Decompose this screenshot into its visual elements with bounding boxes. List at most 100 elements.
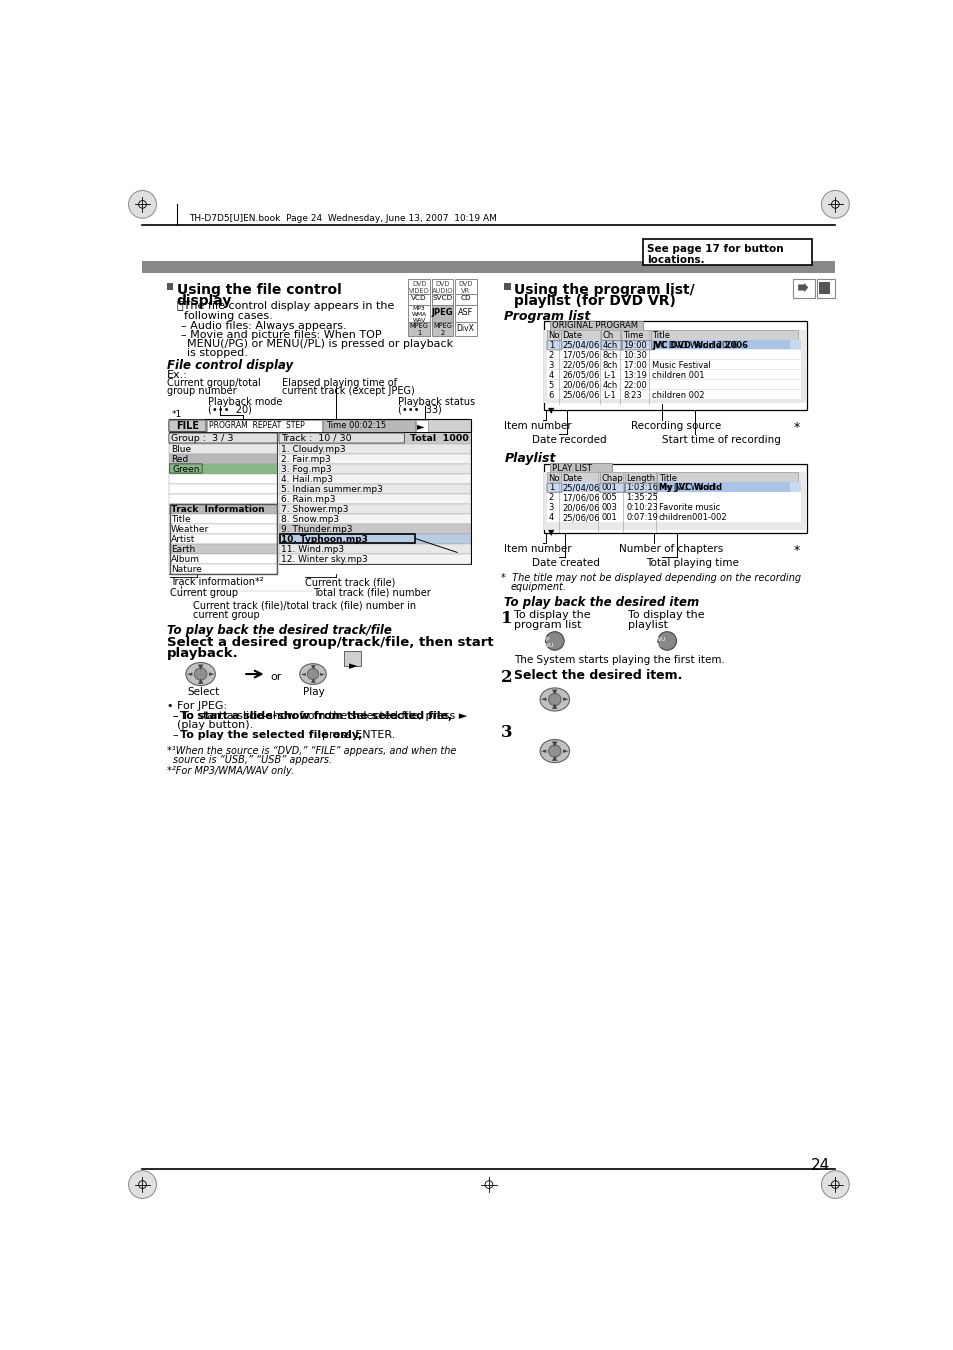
Text: children001-002: children001-002	[658, 513, 726, 522]
Text: *1: *1	[172, 410, 182, 418]
Text: Total track (file) number: Total track (file) number	[313, 587, 431, 598]
Bar	[279, 533, 415, 543]
Text: *²For MP3/WMA/WAV only.: *²For MP3/WMA/WAV only.	[167, 767, 294, 776]
Text: To display the: To display the	[628, 610, 704, 620]
Text: 1: 1	[500, 610, 512, 628]
Text: Title: Title	[652, 331, 670, 340]
Text: To start a slide-show from the selected file,: To start a slide-show from the selected …	[179, 711, 452, 721]
Text: Green: Green	[171, 466, 198, 474]
Bar	[169, 504, 277, 514]
Text: 24: 24	[810, 1158, 829, 1173]
Circle shape	[129, 190, 156, 219]
Bar	[169, 454, 277, 464]
Text: ▼: ▼	[197, 664, 203, 670]
Circle shape	[548, 745, 560, 757]
Text: display: display	[176, 294, 232, 308]
Text: *: *	[793, 544, 799, 558]
Bar	[169, 533, 277, 544]
Text: 3: 3	[548, 360, 554, 370]
Text: ►: ►	[348, 662, 356, 671]
Text: Playback status: Playback status	[397, 397, 475, 406]
Text: 8ch: 8ch	[602, 360, 618, 370]
Text: Program list: Program list	[504, 310, 590, 323]
Text: Music Festival: Music Festival	[652, 360, 710, 370]
Text: • For JPEG:: • For JPEG:	[167, 701, 227, 711]
Ellipse shape	[539, 740, 569, 763]
Text: MP3
WMA
WAV: MP3 WMA WAV	[411, 306, 426, 323]
Text: ▼: ▼	[311, 666, 315, 670]
Text: Chap: Chap	[600, 474, 622, 483]
Text: ►: ►	[209, 671, 213, 678]
Text: Track  Information: Track Information	[171, 505, 265, 514]
Text: – Audio files: Always appears.: – Audio files: Always appears.	[181, 320, 347, 331]
Text: 22/05/06: 22/05/06	[562, 360, 599, 370]
Bar	[278, 544, 471, 554]
Text: To play back the desired track/file: To play back the desired track/file	[167, 624, 392, 637]
Text: 001: 001	[600, 483, 617, 493]
Bar	[142, 261, 835, 273]
Text: My JVC World: My JVC World	[658, 483, 721, 493]
Text: 11. Wind.mp3: 11. Wind.mp3	[281, 545, 344, 555]
Text: 20/06/06: 20/06/06	[562, 381, 599, 390]
Text: Nature: Nature	[171, 566, 202, 575]
Text: ▼: ▼	[552, 690, 557, 695]
Text: My JVC World: My JVC World	[658, 483, 714, 493]
Text: FILE: FILE	[175, 421, 199, 431]
Text: 6: 6	[548, 390, 554, 400]
Text: Play: Play	[303, 687, 324, 697]
Text: 005: 005	[600, 493, 617, 502]
Text: (•••  33): (••• 33)	[397, 405, 441, 414]
Text: 5: 5	[548, 381, 554, 390]
Text: ▼: ▼	[547, 528, 554, 537]
Ellipse shape	[539, 688, 569, 711]
Text: 2: 2	[500, 668, 512, 686]
Bar	[624, 472, 657, 482]
Bar	[278, 504, 471, 514]
Text: Length: Length	[625, 474, 655, 483]
Text: – To start a slide-show from the selected file, press ►: – To start a slide-show from the selecte…	[173, 711, 467, 721]
Text: – Movie and picture files: When TOP: – Movie and picture files: When TOP	[181, 329, 381, 340]
Text: ASF: ASF	[457, 308, 473, 316]
Text: *¹When the source is “DVD,” “FILE” appears, and when the: *¹When the source is “DVD,” “FILE” appea…	[167, 745, 456, 756]
Text: 13:19: 13:19	[622, 371, 646, 379]
Bar	[408, 323, 430, 336]
Text: 1: 1	[548, 483, 554, 493]
Text: ►: ►	[416, 421, 424, 432]
Text: To play the selected file only,: To play the selected file only,	[179, 730, 362, 740]
Bar	[546, 502, 801, 512]
Text: Group :  3 / 3: Group : 3 / 3	[171, 433, 233, 443]
Bar	[431, 294, 453, 305]
Text: SVCD: SVCD	[432, 296, 452, 301]
Bar	[278, 514, 471, 524]
FancyArrow shape	[798, 284, 807, 292]
Text: ►: ►	[562, 697, 568, 702]
Ellipse shape	[299, 664, 326, 684]
Bar	[455, 294, 476, 305]
Text: Current group/total: Current group/total	[167, 378, 261, 389]
Bar	[543, 472, 806, 531]
Bar	[657, 482, 790, 491]
Text: L-1: L-1	[602, 371, 615, 379]
Text: ▼: ▼	[552, 741, 557, 747]
Text: Favorite music: Favorite music	[658, 504, 720, 512]
Text: Recording source: Recording source	[630, 421, 720, 431]
Text: *  The title may not be displayed depending on the recording: * The title may not be displayed dependi…	[500, 574, 800, 583]
Bar	[278, 474, 471, 483]
Text: ►: ►	[320, 671, 325, 676]
Bar	[543, 464, 806, 533]
Bar	[546, 379, 801, 389]
Text: Artist: Artist	[171, 536, 195, 544]
Text: 6. Rain.mp3: 6. Rain.mp3	[281, 495, 335, 505]
Text: ◄: ◄	[187, 671, 193, 678]
Bar	[278, 533, 471, 544]
Bar	[546, 482, 801, 491]
Text: TOP
MENU
/PG: TOP MENU /PG	[535, 637, 554, 653]
Bar	[560, 329, 600, 340]
Text: 17/05/06: 17/05/06	[562, 351, 599, 359]
Bar	[167, 284, 173, 290]
Text: 10. Typhoon.mp3: 10. Typhoon.mp3	[281, 536, 368, 544]
FancyBboxPatch shape	[278, 433, 404, 443]
Text: Number of chapters: Number of chapters	[618, 544, 722, 554]
Text: ◄: ◄	[300, 671, 305, 676]
Bar	[455, 323, 476, 336]
